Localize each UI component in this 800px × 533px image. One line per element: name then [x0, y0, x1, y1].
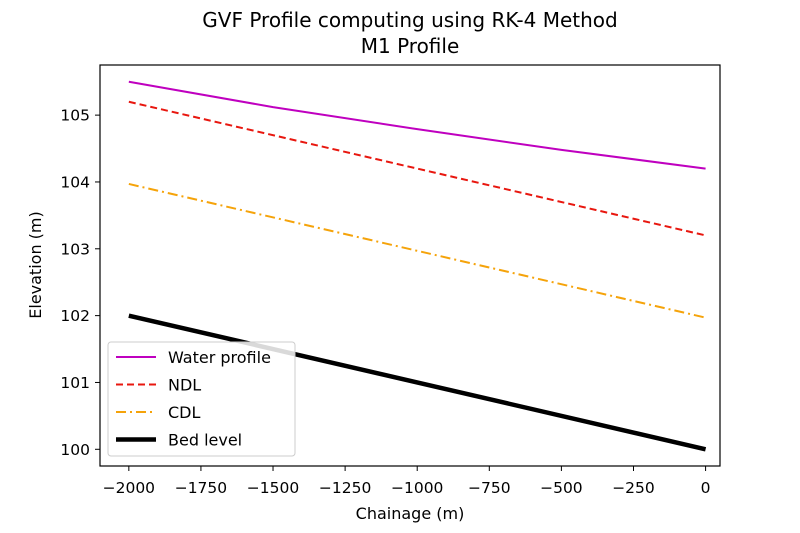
chart-title: GVF Profile computing using RK-4 Method [202, 8, 617, 32]
x-tick-label: 0 [701, 479, 711, 497]
x-tick-label: −500 [540, 479, 583, 497]
y-tick-label: 100 [60, 441, 90, 459]
series-layer [128, 80, 707, 452]
legend-label: CDL [168, 403, 200, 422]
legend-box [107, 341, 296, 457]
legend-label: Bed level [168, 431, 242, 450]
y-tick-label: 103 [60, 240, 90, 258]
chart-subtitle: M1 Profile [361, 34, 460, 58]
x-tick-label: −1000 [391, 479, 443, 497]
legend: Water profile NDL CDL Bed level [107, 341, 296, 457]
y-tick-label: 105 [60, 107, 90, 125]
y-axis-label: Elevation (m) [26, 211, 45, 318]
y-axis: 100 101 102 103 104 105 [60, 107, 100, 459]
plot-frame [99, 64, 721, 467]
series-line-3 [128, 313, 707, 452]
x-tick-label: −1750 [175, 479, 227, 497]
legend-label: Water profile [168, 348, 271, 367]
series-line-0 [128, 80, 706, 170]
y-tick-label: 102 [60, 307, 90, 325]
y-tick-label: 101 [60, 374, 90, 392]
x-axis: −2000 −1750 −1500 −1250 −1000 −750 −500 −250 0 [103, 466, 711, 497]
x-tick-label: −250 [612, 479, 655, 497]
x-tick-label: −1250 [319, 479, 371, 497]
x-tick-label: −1500 [247, 479, 299, 497]
x-axis-label: Chainage (m) [356, 504, 465, 523]
legend-label: NDL [168, 376, 201, 395]
y-tick-label: 104 [60, 173, 90, 191]
x-tick-label: −2000 [103, 479, 155, 497]
x-tick-label: −750 [468, 479, 511, 497]
